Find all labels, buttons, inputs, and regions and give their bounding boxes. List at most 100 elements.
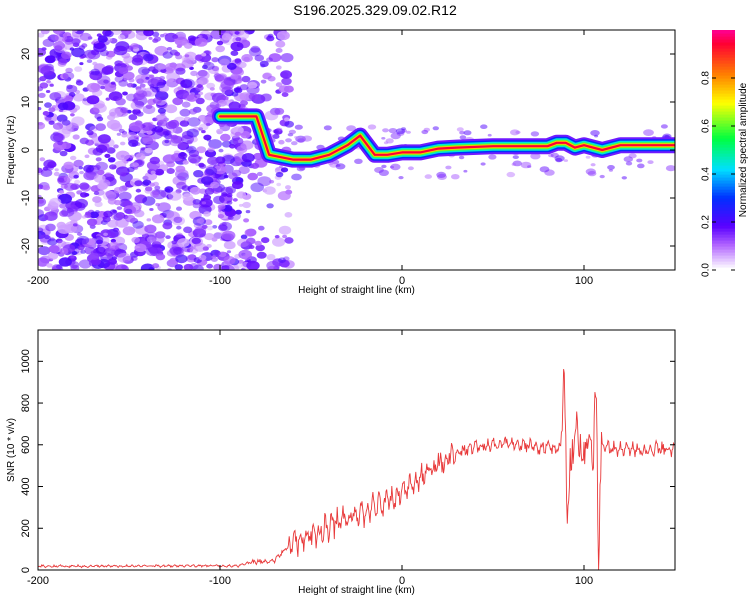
noise-speckle	[47, 238, 58, 246]
noise-speckle	[245, 210, 251, 214]
noise-speckle	[261, 237, 270, 244]
noise-speckle	[166, 47, 173, 51]
noise-speckle	[213, 195, 225, 205]
noise-speckle	[266, 35, 275, 42]
noise-speckle	[222, 154, 235, 165]
noise-speckle	[105, 97, 111, 101]
colorbar-step	[712, 168, 735, 172]
noise-speckle	[110, 238, 117, 243]
colorbar-step	[712, 96, 735, 100]
noise-speckle	[90, 258, 101, 266]
noise-speckle	[157, 119, 168, 127]
noise-speckle	[193, 170, 204, 178]
noise-speckle	[621, 176, 627, 180]
noise-speckle	[230, 73, 239, 80]
noise-speckle	[79, 62, 84, 66]
noise-speckle	[136, 112, 142, 117]
noise-speckle	[233, 87, 241, 93]
noise-speckle	[244, 228, 256, 237]
noise-speckle	[223, 240, 236, 250]
noise-speckle	[232, 198, 238, 202]
colorbar-step	[712, 93, 735, 97]
noise-speckle	[118, 34, 126, 40]
noise-speckle	[109, 164, 117, 170]
noise-speckle	[44, 55, 56, 64]
noise-speckle	[139, 83, 146, 88]
noise-speckle	[346, 125, 356, 132]
noise-speckle	[176, 206, 182, 211]
noise-speckle	[62, 71, 75, 80]
noise-speckle	[133, 92, 145, 101]
noise-speckle	[107, 255, 112, 259]
noise-speckle	[191, 237, 201, 245]
noise-speckle	[70, 264, 80, 270]
y-tick-label: 200	[20, 519, 32, 537]
colorbar-tick-label: 0.8	[701, 71, 712, 85]
noise-speckle	[146, 218, 152, 222]
colorbar-step	[712, 63, 735, 67]
noise-speckle	[183, 57, 190, 62]
noise-speckle	[97, 35, 108, 43]
noise-speckle	[254, 240, 262, 246]
noise-speckle	[539, 166, 550, 173]
noise-speckle	[274, 235, 280, 239]
noise-speckle	[121, 265, 128, 270]
noise-speckle	[71, 116, 85, 126]
noise-speckle	[126, 82, 134, 88]
noise-speckle	[115, 264, 129, 270]
noise-speckle	[128, 122, 143, 132]
noise-speckle	[77, 245, 85, 251]
noise-speckle	[459, 135, 467, 140]
noise-speckle	[203, 194, 212, 201]
noise-speckle	[487, 133, 492, 137]
noise-speckle	[79, 32, 92, 42]
noise-speckle	[184, 42, 193, 49]
colorbar-step	[712, 174, 735, 178]
noise-speckle	[104, 30, 114, 38]
noise-speckle	[61, 119, 71, 126]
noise-speckle	[85, 123, 96, 131]
noise-speckle	[73, 159, 84, 168]
noise-speckle	[157, 202, 171, 213]
noise-speckle	[38, 107, 42, 111]
colorbar-step	[712, 114, 735, 118]
noise-speckle	[180, 79, 193, 88]
noise-speckle	[113, 187, 123, 194]
noise-speckle	[61, 126, 73, 135]
noise-speckle	[120, 141, 126, 146]
noise-speckle	[57, 102, 69, 111]
noise-speckle	[118, 79, 128, 87]
noise-speckle	[58, 257, 72, 267]
y-tick-label: 0	[20, 147, 32, 153]
noise-speckle	[44, 211, 58, 221]
noise-speckle	[213, 263, 223, 270]
colorbar-step	[712, 171, 735, 175]
colorbar-step	[712, 228, 735, 232]
colorbar-step	[712, 159, 735, 163]
noise-speckle	[95, 246, 106, 254]
noise-speckle	[118, 128, 125, 134]
colorbar-step	[712, 57, 735, 61]
colorbar-step	[712, 267, 735, 271]
noise-speckle	[335, 163, 346, 170]
noise-speckle	[182, 92, 195, 101]
colorbar-step	[712, 54, 735, 58]
y-tick-label: -20	[20, 238, 32, 254]
noise-speckle	[424, 174, 432, 179]
noise-speckle	[244, 30, 255, 35]
noise-speckle	[407, 166, 414, 171]
noise-speckle	[204, 219, 213, 226]
noise-speckle	[226, 62, 237, 70]
noise-speckle	[302, 135, 312, 142]
noise-speckle	[103, 79, 109, 84]
noise-speckle	[54, 168, 59, 172]
noise-speckle	[175, 254, 188, 264]
noise-speckle	[278, 257, 286, 264]
noise-speckle	[39, 157, 46, 162]
noise-speckle	[40, 30, 50, 35]
noise-speckle	[285, 185, 291, 190]
noise-speckle	[201, 176, 214, 185]
noise-speckle	[70, 155, 77, 161]
noise-speckle	[480, 124, 488, 129]
noise-speckle	[127, 166, 135, 173]
